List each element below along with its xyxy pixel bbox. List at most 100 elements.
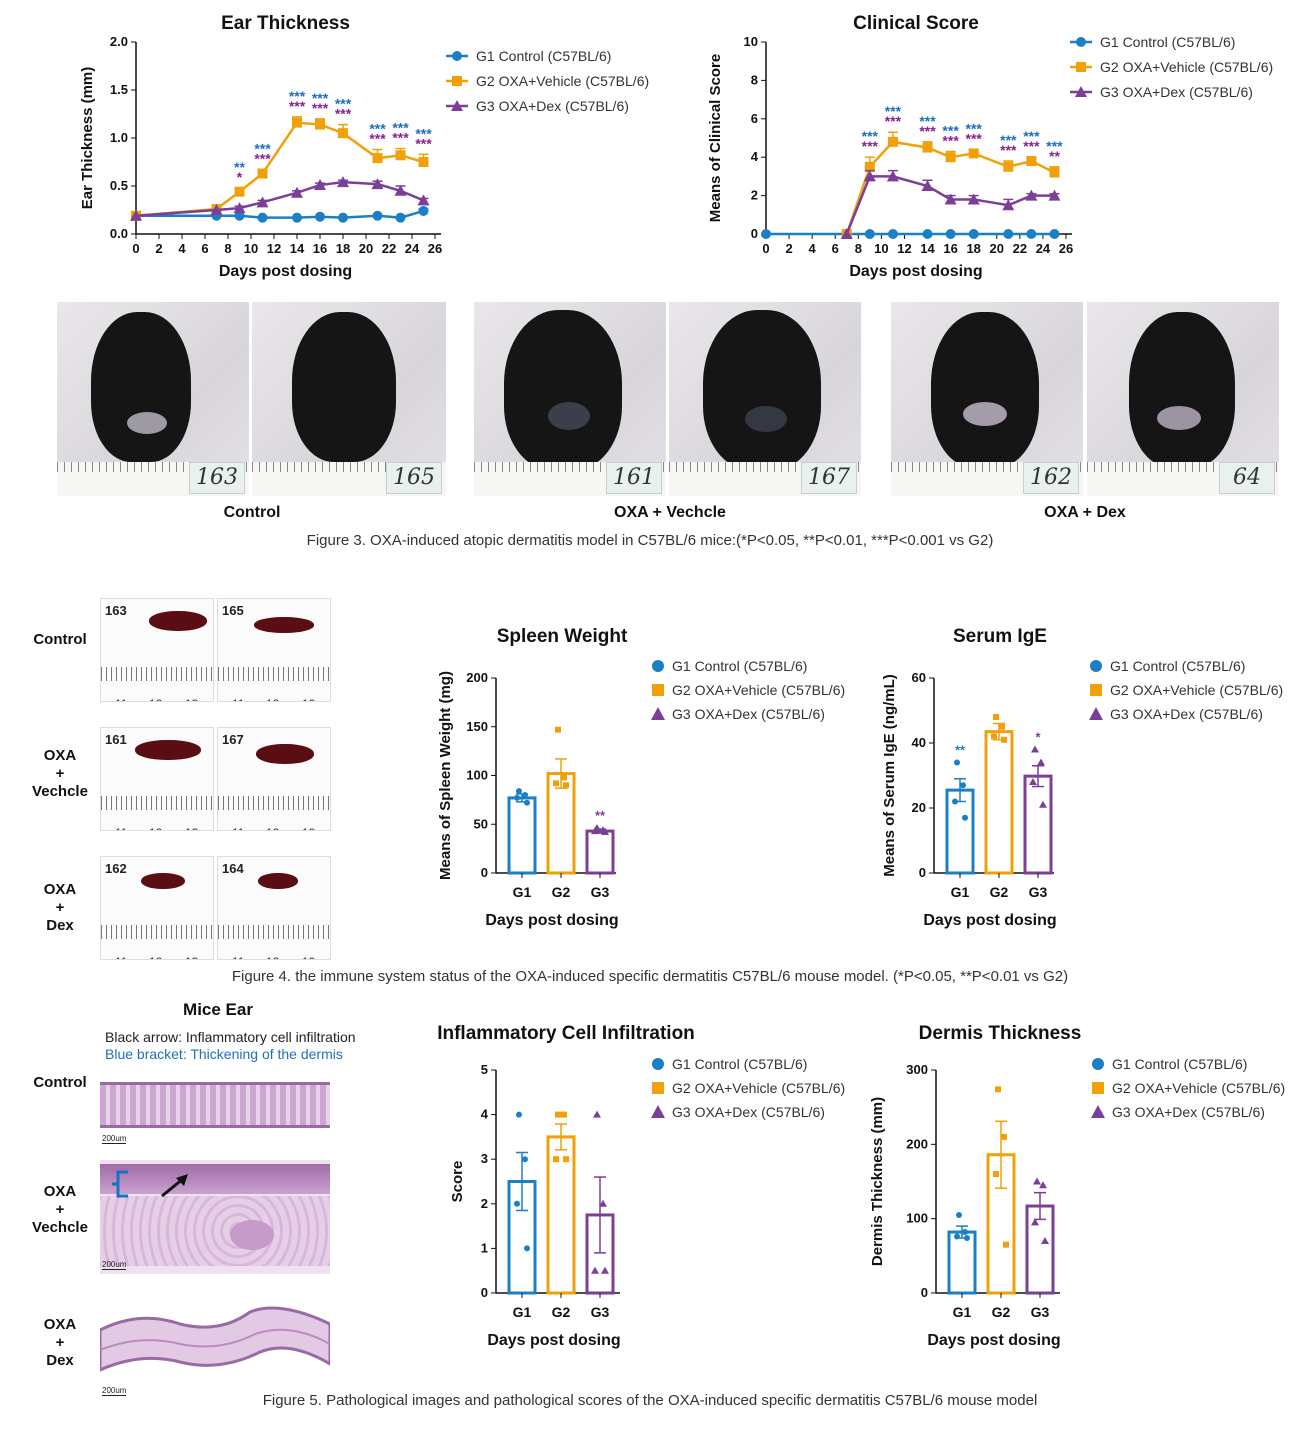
y-axis-label: Score: [449, 1161, 466, 1203]
data-point: [561, 1111, 567, 1118]
data-point: [1003, 1241, 1009, 1248]
x-tick-label: 6: [832, 241, 839, 256]
significance-star: ***: [254, 151, 271, 167]
spleen-row-label-oxa-dex: OXA + Dex: [43, 881, 77, 934]
legend-marker: [651, 1105, 665, 1118]
mouse-photo-4: 167: [669, 302, 861, 496]
data-point: [863, 170, 876, 182]
legend-label: G1 Control (C57BL/6): [672, 658, 807, 674]
bar: [947, 1230, 977, 1295]
significance-star: *: [237, 169, 243, 185]
legend-marker: [451, 100, 463, 111]
significance-star: ***: [966, 131, 983, 147]
legend-label: G3 OXA+Dex (C57BL/6): [672, 706, 825, 722]
data-point: [995, 1086, 1001, 1093]
legend-marker: [652, 1082, 664, 1094]
chart-title: Ear Thickness: [221, 13, 350, 34]
y-tick-label: 2: [481, 1196, 488, 1211]
data-point: [993, 1171, 999, 1178]
y-tick-label: 100: [466, 768, 488, 783]
x-tick-label: G1: [513, 884, 532, 900]
significance-star: ***: [1046, 138, 1063, 154]
data-point: [210, 204, 223, 215]
figure3-caption: Figure 3. OXA-induced atopic dermatitis …: [306, 532, 994, 549]
y-axis-label: Means of Spleen Weight (mg): [437, 671, 454, 880]
data-point: [395, 212, 406, 223]
mice-ear-title: Mice Ear: [183, 1000, 253, 1019]
photo-id-tag: 161: [606, 462, 662, 494]
legend-label: G2 OXA+Vehicle (C57BL/6): [1112, 1080, 1285, 1096]
bar: [945, 788, 975, 875]
x-tick-label: 12: [267, 241, 281, 256]
data-point: [1026, 229, 1037, 239]
legend-marker: [1091, 1105, 1105, 1118]
y-tick-label: 5: [481, 1062, 488, 1077]
data-point: [337, 176, 349, 188]
significance-star: ***: [1023, 138, 1040, 154]
data-point: [1049, 229, 1060, 239]
x-tick-label: 24: [405, 241, 420, 256]
data-point: [292, 117, 302, 128]
data-point: [1049, 167, 1060, 178]
data-point: [291, 186, 303, 198]
significance-star: ***: [415, 135, 432, 151]
legend-marker: [1092, 1058, 1104, 1070]
x-tick-label: 18: [336, 241, 350, 256]
data-point: [514, 794, 520, 801]
data-point: [964, 1234, 970, 1241]
x-tick-label: G3: [1029, 884, 1048, 900]
spleen-row-label-control: Control: [33, 631, 87, 648]
legend-label: G1 Control (C57BL/6): [1112, 1056, 1247, 1072]
photo-id-tag: 64: [1219, 462, 1275, 494]
x-tick-label: 4: [178, 241, 186, 256]
data-point: [593, 1110, 601, 1118]
x-tick-label: 16: [943, 241, 957, 256]
legend-label: G1 Control (C57BL/6): [1100, 34, 1235, 50]
chart-title: Inflammatory Cell Infiltration: [437, 1023, 695, 1044]
y-axis-label: Ear Thickness (mm): [79, 67, 96, 210]
legend-marker: [652, 684, 664, 696]
y-tick-label: 4: [751, 149, 759, 164]
data-point: [887, 136, 898, 147]
x-tick-label: 14: [290, 241, 305, 256]
significance-star: **: [595, 808, 606, 823]
ear-row-label-control: Control: [33, 1074, 87, 1091]
data-point: [315, 119, 325, 130]
bar: [984, 730, 1014, 875]
significance-star: ***: [392, 130, 409, 146]
x-axis-label: Days post dosing: [487, 1332, 620, 1349]
legend-marker: [652, 1058, 664, 1070]
scale-bar: 200um: [102, 1386, 127, 1396]
data-point: [864, 229, 875, 239]
data-point: [1048, 189, 1061, 201]
x-tick-label: G2: [992, 1304, 1011, 1320]
data-point: [956, 1211, 962, 1218]
data-point: [1001, 736, 1007, 743]
data-point: [962, 1229, 968, 1236]
significance-star: ***: [1000, 132, 1017, 148]
significance-star: *: [1035, 730, 1041, 745]
x-tick-label: G1: [951, 884, 970, 900]
data-point: [555, 726, 561, 733]
chart-title: Dermis Thickness: [919, 1023, 1082, 1044]
data-point: [761, 229, 771, 239]
significance-star: ***: [369, 121, 386, 137]
y-tick-label: 0: [481, 1285, 488, 1300]
legend-marker: [652, 660, 664, 672]
significance-star: **: [955, 743, 966, 758]
legend-label: G2 OXA+Vehicle (C57BL/6): [1110, 682, 1283, 698]
data-point: [555, 1111, 561, 1118]
figure5-caption: Figure 5. Pathological images and pathol…: [262, 1392, 1038, 1409]
x-tick-label: 8: [855, 241, 862, 256]
data-point: [418, 205, 429, 216]
data-point: [999, 723, 1005, 730]
legend-label: G3 OXA+Dex (C57BL/6): [672, 1104, 825, 1120]
data-point: [1025, 189, 1038, 201]
data-point: [921, 180, 934, 191]
significance-star: ***: [369, 131, 386, 147]
dermis-thickness-chart: Dermis Thickness 0 100 200 300 Days post dosi…: [869, 1023, 1285, 1349]
photo-id-tag: 165: [386, 462, 442, 494]
ear-histology-oxa-vehicle: 200um: [100, 1160, 330, 1274]
data-point: [1002, 199, 1015, 211]
